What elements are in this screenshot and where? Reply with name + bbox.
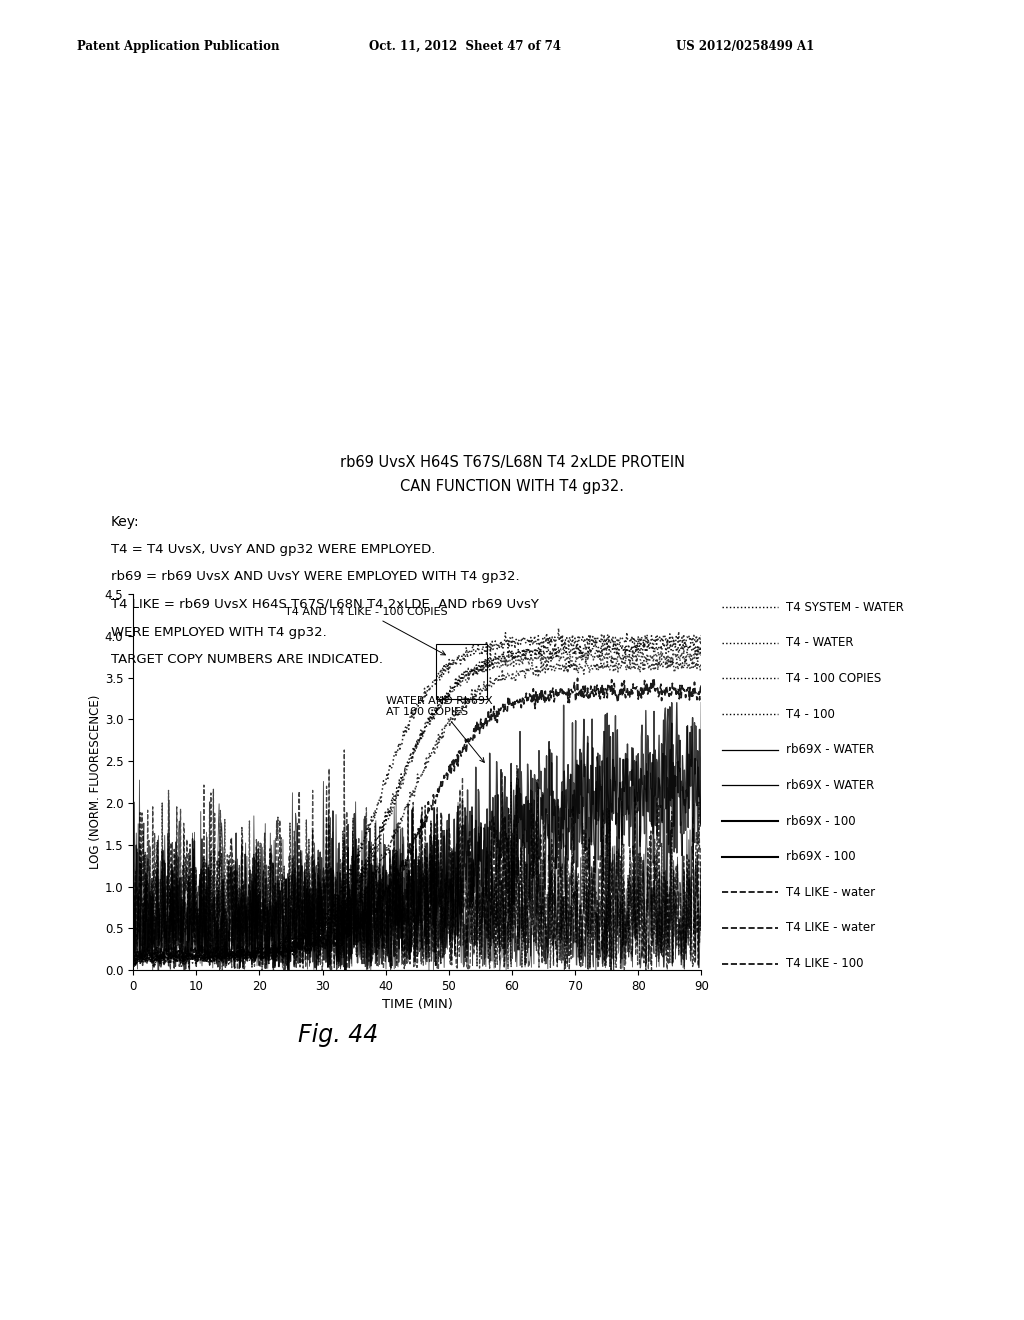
Bar bbox=[436, 644, 486, 698]
X-axis label: TIME (MIN): TIME (MIN) bbox=[382, 998, 453, 1011]
Text: T4 LIKE = rb69 UvsX H64S T67S/L68N T4 2xLDE  AND rb69 UvsY: T4 LIKE = rb69 UvsX H64S T67S/L68N T4 2x… bbox=[111, 598, 539, 611]
Text: T4 - 100: T4 - 100 bbox=[786, 708, 836, 721]
Text: TARGET COPY NUMBERS ARE INDICATED.: TARGET COPY NUMBERS ARE INDICATED. bbox=[111, 653, 383, 667]
Text: rb69 UvsX H64S T67S/L68N T4 2xLDE PROTEIN: rb69 UvsX H64S T67S/L68N T4 2xLDE PROTEI… bbox=[340, 455, 684, 470]
Text: rb69X - 100: rb69X - 100 bbox=[786, 814, 856, 828]
Text: T4 - WATER: T4 - WATER bbox=[786, 636, 854, 649]
Text: rb69X - WATER: rb69X - WATER bbox=[786, 779, 874, 792]
Text: WATER AND Rb69X
AT 100 COPIES: WATER AND Rb69X AT 100 COPIES bbox=[386, 696, 493, 763]
Text: CAN FUNCTION WITH T4 gp32.: CAN FUNCTION WITH T4 gp32. bbox=[400, 479, 624, 494]
Text: WERE EMPLOYED WITH T4 gp32.: WERE EMPLOYED WITH T4 gp32. bbox=[111, 626, 327, 639]
Text: Oct. 11, 2012  Sheet 47 of 74: Oct. 11, 2012 Sheet 47 of 74 bbox=[369, 40, 561, 53]
Text: T4 LIKE - 100: T4 LIKE - 100 bbox=[786, 957, 864, 970]
Text: Fig. 44: Fig. 44 bbox=[298, 1023, 378, 1047]
Text: T4 LIKE - water: T4 LIKE - water bbox=[786, 886, 876, 899]
Text: Key:: Key: bbox=[111, 515, 139, 529]
Text: T4 SYSTEM - WATER: T4 SYSTEM - WATER bbox=[786, 601, 904, 614]
Text: rb69X - WATER: rb69X - WATER bbox=[786, 743, 874, 756]
Y-axis label: LOG (NORM. FLUORESCENCE): LOG (NORM. FLUORESCENCE) bbox=[89, 694, 102, 870]
Text: T4 AND T4 LIKE - 100 COPIES: T4 AND T4 LIKE - 100 COPIES bbox=[285, 607, 447, 655]
Text: T4 = T4 UvsX, UvsY AND gp32 WERE EMPLOYED.: T4 = T4 UvsX, UvsY AND gp32 WERE EMPLOYE… bbox=[111, 543, 435, 556]
Text: T4 - 100 COPIES: T4 - 100 COPIES bbox=[786, 672, 882, 685]
Text: US 2012/0258499 A1: US 2012/0258499 A1 bbox=[676, 40, 814, 53]
Text: rb69X - 100: rb69X - 100 bbox=[786, 850, 856, 863]
Text: Patent Application Publication: Patent Application Publication bbox=[77, 40, 280, 53]
Text: T4 LIKE - water: T4 LIKE - water bbox=[786, 921, 876, 935]
Text: rb69 = rb69 UvsX AND UvsY WERE EMPLOYED WITH T4 gp32.: rb69 = rb69 UvsX AND UvsY WERE EMPLOYED … bbox=[111, 570, 519, 583]
